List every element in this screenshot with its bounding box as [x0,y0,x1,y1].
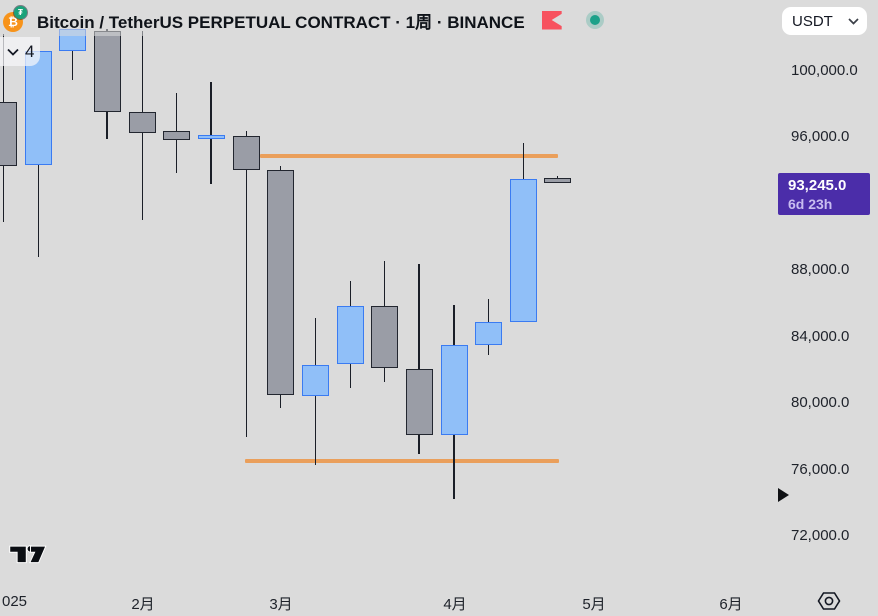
chevron-down-icon [7,48,19,56]
price-tick-label: 100,000.0 [791,62,858,79]
candle-wick [418,264,420,455]
indicators-collapse-chip[interactable]: 4 [0,37,40,66]
axis-marker-icon[interactable] [778,488,789,503]
currency-value: USDT [792,12,833,30]
tradingview-logo-icon[interactable] [8,541,48,572]
candle-16[interactable] [510,178,537,322]
candle-4[interactable] [93,31,121,112]
tether-icon: ₮ [14,6,27,19]
price-tick-label: 88,000.0 [791,261,850,279]
pair-logo: ₿ ₮ [3,5,33,35]
time-tick-label: 4月 [443,596,467,613]
chevron-down-icon [848,17,859,25]
price-tick-label: 84,000.0 [791,327,850,345]
currency-selector[interactable]: USDT [782,7,867,35]
candle-15[interactable] [475,322,502,346]
price-tick-label: 72,000.0 [791,527,850,544]
candle-wick [245,131,248,438]
bar-countdown: 6d 23h [788,196,833,213]
candle-13[interactable] [405,368,433,435]
toolbar-overlay [0,0,777,36]
current-price-badge: 93,245.0 6d 23h [778,173,870,216]
price-axis[interactable]: 100,000.0 96,000.0 88,000.0 84,000.0 80,000.… [777,0,878,590]
symbol-title[interactable]: Bitcoin / TetherUS PERPETUAL CONTRACT · … [37,12,525,32]
candle-1[interactable] [0,101,17,166]
candle-12[interactable] [371,306,398,368]
candle-9[interactable] [267,169,294,396]
time-axis[interactable]: 025 2月 3月 4月 5月 6月 [0,588,878,616]
current-price: 93,245.0 [788,177,847,195]
time-tick-label: 025 [2,593,28,610]
support-line[interactable] [245,458,559,463]
candle-10[interactable] [302,365,329,396]
time-tick-label: 3月 [269,596,293,613]
resistance-line[interactable] [260,154,558,159]
candle-6[interactable] [163,131,190,140]
symbol-header: ₿ ₮ Bitcoin / TetherUS PERPETUAL CONTRAC… [0,0,777,40]
price-tick-label: 96,000.0 [791,128,850,146]
market-status-icon[interactable] [585,11,604,29]
time-tick-label: 2月 [131,596,155,613]
candle-5[interactable] [129,112,156,134]
candle-wick [71,29,74,81]
candle-17[interactable] [544,178,571,184]
time-tick-label: 6月 [719,596,743,613]
time-tick-label: 5月 [582,596,606,613]
candle-2[interactable] [25,50,52,165]
candle-14[interactable] [440,344,468,435]
price-tick-label: 80,000.0 [791,394,850,412]
candle-wick [210,81,212,185]
candle-8[interactable] [233,136,260,171]
price-chart-pane[interactable]: ₿ ₮ Bitcoin / TetherUS PERPETUAL CONTRAC… [0,0,777,616]
flag-icon[interactable] [541,10,562,30]
candle-7[interactable] [197,135,225,140]
price-tick-label: 76,000.0 [791,460,850,478]
axis-settings-gear-icon[interactable] [817,590,841,616]
candle-11[interactable] [337,306,364,364]
indicators-count: 4 [25,41,35,61]
